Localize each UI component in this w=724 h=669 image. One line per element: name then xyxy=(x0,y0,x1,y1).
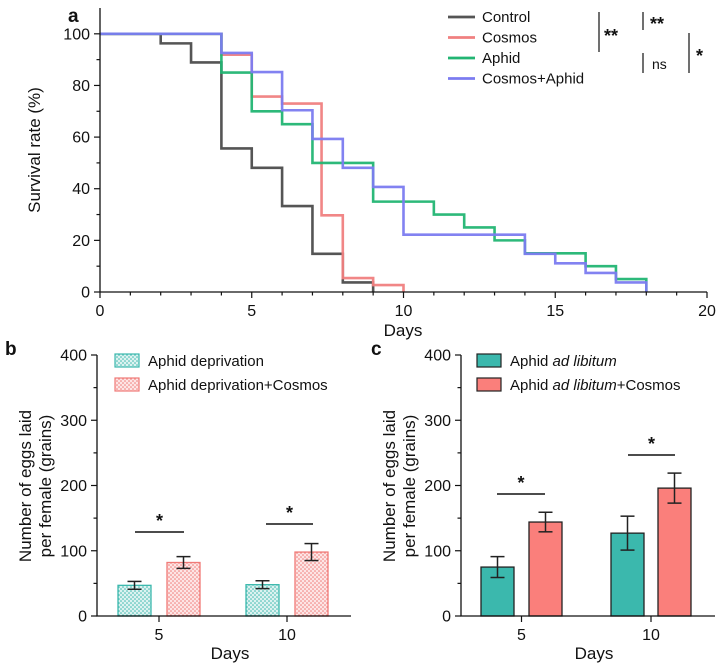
adlibitum-y-label-line2: per female (grains) xyxy=(400,415,419,558)
legend-label-part-c-s1-1: ad libitum xyxy=(553,377,617,394)
survival-y-tick-label: 0 xyxy=(81,285,90,302)
sig-label-2: ** xyxy=(650,14,664,34)
bar-c-day10-s1 xyxy=(657,487,692,617)
legend-swatch-c-s1 xyxy=(476,377,502,392)
survival-x-label: Days xyxy=(384,321,423,340)
x-tick-label-b: 5 xyxy=(155,627,164,644)
y-tick-label-c: 400 xyxy=(424,348,451,365)
survival-y-label: Survival rate (%) xyxy=(25,87,44,213)
adlibitum-y-label: Number of eggs laid per female (grains) xyxy=(380,410,419,562)
adlibitum-x-ticks: 5 10 xyxy=(517,616,660,644)
survival-legend: Control Cosmos Aphid Cosmos+Aphid xyxy=(448,9,584,88)
eggs-adlibitum-chart: c 5 10 0 100 200 300 400 Days Number of eggs … xyxy=(371,339,715,663)
survival-x-tick-label: 10 xyxy=(395,303,413,320)
deprivation-significance: * * xyxy=(135,503,313,533)
legend-label-control: Control xyxy=(482,9,530,26)
bar-b-day5-s1 xyxy=(166,561,201,617)
survival-line-cosmos-aphid xyxy=(100,32,648,292)
survival-x-tick-label: 15 xyxy=(546,303,564,320)
legend-swatch-b-s1 xyxy=(114,377,140,392)
sig-label-c-day10: * xyxy=(648,434,655,454)
y-tick-label-c: 0 xyxy=(442,609,451,626)
survival-y-tick-label: 100 xyxy=(63,26,90,43)
survival-y-ticks: 0 20 40 60 80 100 xyxy=(63,26,100,302)
deprivation-bars xyxy=(117,542,329,617)
adlibitum-significance: ** xyxy=(497,434,675,495)
survival-line-cosmos xyxy=(100,32,405,292)
adlibitum-bars xyxy=(480,472,692,617)
y-tick-label-c: 100 xyxy=(424,543,451,560)
sig-label-1: ** xyxy=(604,26,618,46)
legend-label-cosmos-aphid: Cosmos+Aphid xyxy=(482,71,584,88)
legend-label-cosmos: Cosmos xyxy=(482,30,537,47)
y-tick-label-c: 200 xyxy=(424,478,451,495)
x-tick-label-c: 5 xyxy=(517,627,526,644)
survival-significance: ** ** ns * xyxy=(598,12,703,73)
survival-x-tick-label: 20 xyxy=(698,303,716,320)
legend-label-c-s1: Aphid ad libitum+Cosmos xyxy=(510,377,681,394)
adlibitum-x-label: Days xyxy=(575,644,614,663)
deprivation-legend: Aphid deprivation Aphid deprivation+Cosmo… xyxy=(114,353,328,394)
legend-label-part-c-s1-0: Aphid xyxy=(510,377,553,394)
legend-swatch-c-s0 xyxy=(476,353,502,368)
survival-series xyxy=(100,32,648,292)
deprivation-y-label: Number of eggs laid per female (grains) xyxy=(16,410,55,562)
sig-label-b-day5: * xyxy=(156,511,163,531)
survival-x-ticks: 0 5 10 15 20 xyxy=(96,292,716,320)
deprivation-x-label: Days xyxy=(211,644,250,663)
sig-label-3: ns xyxy=(652,56,667,72)
survival-y-tick-label: 20 xyxy=(72,233,90,250)
panel-a-label: a xyxy=(68,6,79,27)
deprivation-y-label-line1: Number of eggs laid xyxy=(16,410,35,562)
survival-y-tick-label: 80 xyxy=(72,78,90,95)
panel-b-label: b xyxy=(5,339,17,360)
legend-label-aphid: Aphid xyxy=(482,50,520,67)
legend-label-b-s1: Aphid deprivation+Cosmos xyxy=(148,377,328,394)
y-tick-label-c: 300 xyxy=(424,413,451,430)
deprivation-y-label-line2: per female (grains) xyxy=(36,415,55,558)
sig-label-4: * xyxy=(696,46,703,66)
sig-label-b-day10: * xyxy=(286,503,293,523)
bar-b-day10-s1 xyxy=(294,551,329,617)
y-tick-label-b: 400 xyxy=(60,348,87,365)
adlibitum-y-label-line1: Number of eggs laid xyxy=(380,410,399,562)
survival-y-tick-label: 60 xyxy=(72,130,90,147)
deprivation-y-ticks: 0 100 200 300 400 xyxy=(60,348,97,626)
x-tick-label-b: 10 xyxy=(278,627,296,644)
legend-label-part-c-s0-1: ad libitum xyxy=(553,353,617,370)
bar-b-day10-s0 xyxy=(245,584,280,617)
legend-label-part-c-s0-0: Aphid xyxy=(510,353,553,370)
eggs-deprivation-chart: b 5 10 0 100 200 300 400 Days Number of eggs … xyxy=(5,339,351,663)
survival-chart: a 0 5 10 15 20 0 20 40 60 80 100 Days Survival ra… xyxy=(25,6,716,340)
legend-label-b-s0: Aphid deprivation xyxy=(148,353,264,370)
deprivation-x-ticks: 5 10 xyxy=(155,616,296,644)
legend-label-part-c-s1-2: +Cosmos xyxy=(617,377,681,394)
adlibitum-y-ticks: 0 100 200 300 400 xyxy=(424,348,461,626)
survival-y-tick-label: 40 xyxy=(72,181,90,198)
bar-b-day5-s0 xyxy=(117,584,152,617)
legend-swatch-b-s0 xyxy=(114,353,140,368)
panel-c-label: c xyxy=(371,339,382,360)
sig-label-c-day5: * xyxy=(517,473,524,493)
y-tick-label-b: 200 xyxy=(60,478,87,495)
y-tick-label-b: 0 xyxy=(78,609,87,626)
y-tick-label-b: 300 xyxy=(60,413,87,430)
survival-x-tick-label: 0 xyxy=(96,303,105,320)
x-tick-label-c: 10 xyxy=(642,627,660,644)
bar-c-day5-s1 xyxy=(528,521,563,617)
survival-x-tick-label: 5 xyxy=(247,303,256,320)
y-tick-label-b: 100 xyxy=(60,543,87,560)
legend-label-c-s0: Aphid ad libitum xyxy=(510,353,617,370)
